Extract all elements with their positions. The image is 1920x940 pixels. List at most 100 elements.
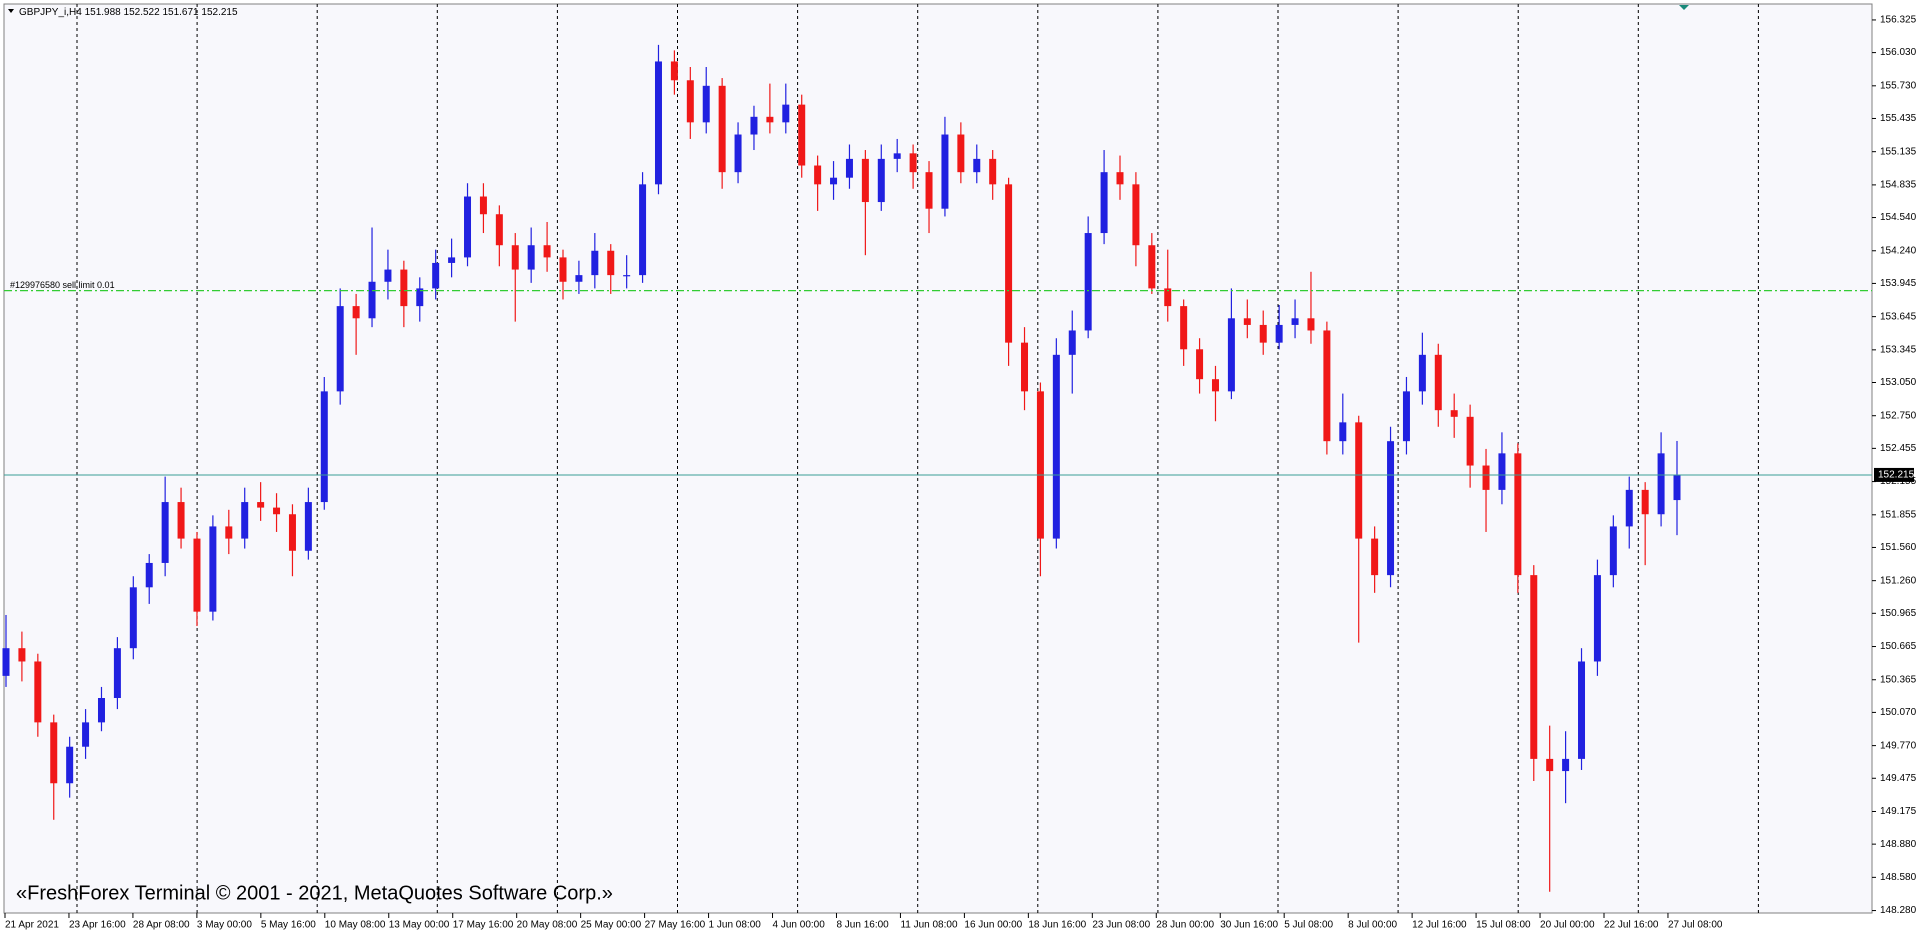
candle-body xyxy=(1498,453,1506,490)
candle-body xyxy=(845,158,853,178)
y-tick-label: 148.280 xyxy=(1880,905,1917,916)
candle-body xyxy=(1243,318,1251,325)
candle-body xyxy=(877,158,885,203)
candle-body xyxy=(1593,575,1601,662)
candle-body xyxy=(527,245,535,270)
candle-body xyxy=(273,507,281,515)
candle-body xyxy=(1291,318,1299,325)
chart-header: GBPJPY_i,H4 151.988 152.522 151.671 152.… xyxy=(19,7,238,18)
candle-body xyxy=(432,262,440,289)
candle-body xyxy=(1275,324,1283,343)
candle-body xyxy=(1116,172,1124,185)
candle-body xyxy=(1418,354,1426,392)
x-tick-label: 25 May 00:00 xyxy=(581,920,642,931)
candle-body xyxy=(161,502,169,563)
candle-body xyxy=(591,250,599,276)
candle-body xyxy=(686,80,694,123)
candle-body xyxy=(1084,233,1092,331)
candle-body xyxy=(1402,391,1410,442)
x-tick-label: 27 May 16:00 xyxy=(645,920,706,931)
x-tick-label: 1 Jun 08:00 xyxy=(709,920,762,931)
candle-body xyxy=(1450,410,1458,417)
candle-body xyxy=(1052,354,1060,539)
y-tick-label: 150.365 xyxy=(1880,674,1917,685)
candle-body xyxy=(973,158,981,173)
candle-body xyxy=(1180,306,1188,350)
close: 152.215 xyxy=(201,7,238,18)
y-tick-label: 156.030 xyxy=(1880,47,1917,58)
y-tick-label: 150.070 xyxy=(1880,707,1917,718)
x-tick-label: 11 Jun 08:00 xyxy=(900,920,958,931)
candle-body xyxy=(1021,342,1029,392)
y-tick-label: 153.050 xyxy=(1880,377,1917,388)
y-tick-label: 148.880 xyxy=(1880,839,1917,850)
candle-body xyxy=(830,177,838,185)
x-tick-label: 15 Jul 08:00 xyxy=(1476,920,1531,931)
candle-body xyxy=(782,104,790,123)
y-tick-label: 150.665 xyxy=(1880,641,1917,652)
candle-body xyxy=(893,153,901,159)
candle-body xyxy=(288,514,296,551)
candle-body xyxy=(50,722,58,784)
candle-body xyxy=(861,158,869,203)
candle-body xyxy=(989,158,997,185)
y-tick-label: 153.645 xyxy=(1880,311,1917,322)
menu-arrow[interactable] xyxy=(8,9,14,13)
candle-body xyxy=(1578,661,1586,759)
y-tick-label: 151.855 xyxy=(1880,509,1917,520)
candle-body xyxy=(1307,318,1315,331)
candle-body xyxy=(750,116,758,135)
candle-body xyxy=(1036,391,1044,539)
candle-body xyxy=(2,648,10,676)
y-tick-label: 155.135 xyxy=(1880,146,1917,157)
candle-body xyxy=(1641,489,1649,515)
x-tick-label: 20 May 08:00 xyxy=(517,920,578,931)
candle-body xyxy=(1482,465,1490,490)
candle-body xyxy=(575,275,583,282)
candle-body xyxy=(718,85,726,173)
candle-body xyxy=(654,61,662,185)
candle-body xyxy=(1259,324,1267,343)
y-tick-label: 148.580 xyxy=(1880,872,1917,883)
x-tick-label: 23 Jun 08:00 xyxy=(1092,920,1150,931)
candle-body xyxy=(129,587,137,649)
open: 151.988 xyxy=(85,7,122,18)
candle-body xyxy=(241,502,249,539)
candle-body xyxy=(1625,489,1633,527)
candle-body xyxy=(66,746,74,784)
candle-body xyxy=(702,85,710,123)
candle-body xyxy=(1387,441,1395,576)
x-tick-label: 13 May 00:00 xyxy=(389,920,450,931)
x-tick-label: 28 Jun 00:00 xyxy=(1156,920,1214,931)
candle-body xyxy=(97,698,105,723)
candle-body xyxy=(1132,184,1140,246)
grid xyxy=(76,4,1759,913)
y-tick-label: 154.240 xyxy=(1880,245,1917,256)
order-label: #129976580 sell limit 0.01 xyxy=(10,280,115,290)
candle-body xyxy=(957,134,965,173)
candle-body xyxy=(814,165,822,185)
candle-body xyxy=(543,245,551,258)
y-tick-label: 156.325 xyxy=(1880,15,1917,26)
y-tick-label: 149.175 xyxy=(1880,806,1917,817)
high: 152.522 xyxy=(124,7,161,18)
candle-body xyxy=(257,502,265,508)
shift-marker[interactable] xyxy=(1679,5,1689,10)
candle-body xyxy=(145,562,153,588)
x-tick-label: 10 May 08:00 xyxy=(325,920,386,931)
candle-body xyxy=(177,502,185,539)
y-tick-label: 152.750 xyxy=(1880,410,1917,421)
y-tick-label: 151.560 xyxy=(1880,542,1917,553)
candle-body xyxy=(909,153,917,173)
candle-body xyxy=(766,116,774,123)
x-tick-label: 4 Jun 00:00 xyxy=(773,920,826,931)
y-tick-label: 153.345 xyxy=(1880,344,1917,355)
candle-body xyxy=(1068,330,1076,355)
candle-body xyxy=(798,104,806,166)
candle-body xyxy=(448,257,456,263)
candle-body xyxy=(464,196,472,258)
candle-body xyxy=(607,250,615,276)
candle-body xyxy=(18,648,26,662)
candle-body xyxy=(1609,526,1617,576)
